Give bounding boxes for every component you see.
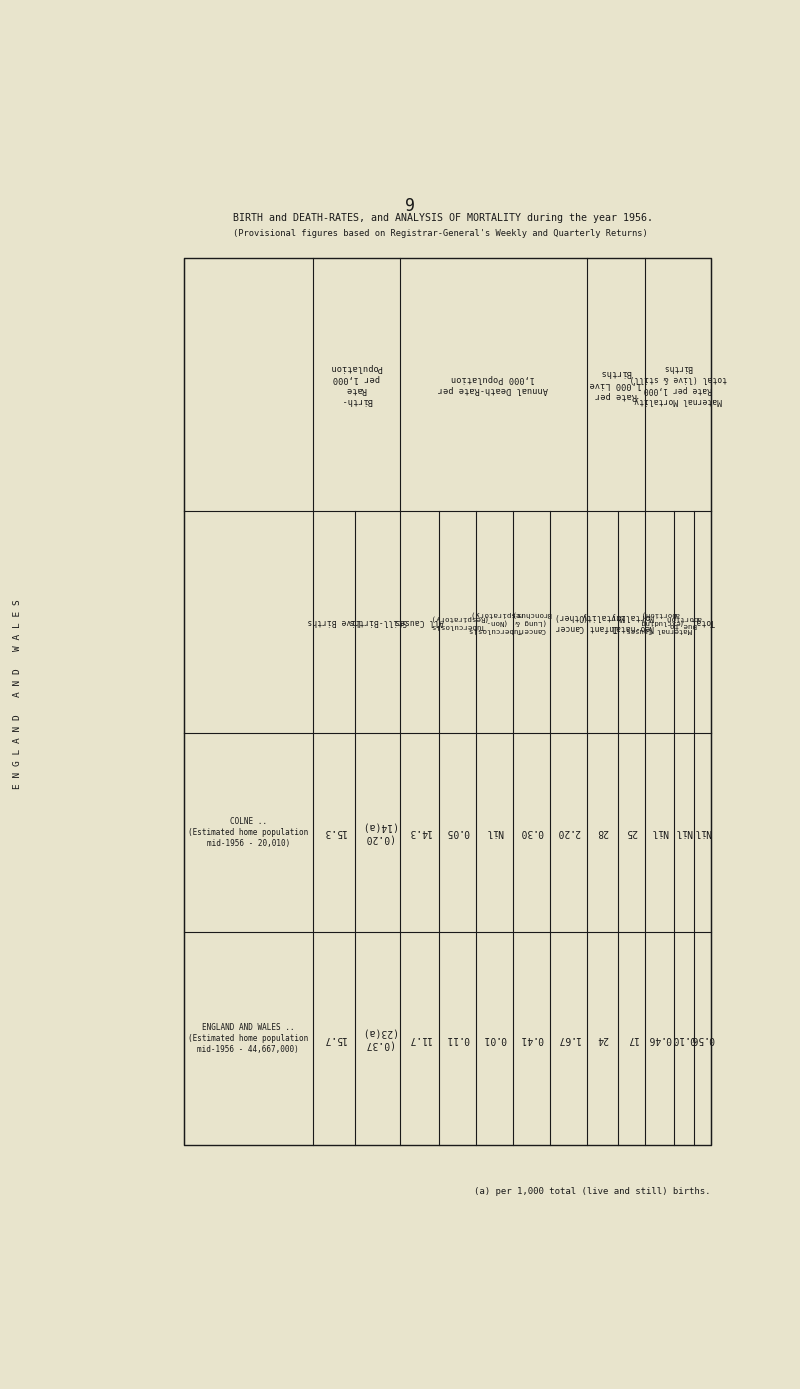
Text: 17: 17 bbox=[626, 1033, 638, 1043]
Text: 0.11: 0.11 bbox=[446, 1033, 470, 1043]
Text: 11.7: 11.7 bbox=[408, 1033, 431, 1043]
Text: 0.10: 0.10 bbox=[672, 1033, 695, 1043]
Text: (0.37
(23(a): (0.37 (23(a) bbox=[360, 1028, 395, 1050]
Text: Nil: Nil bbox=[650, 828, 668, 838]
Text: Cancer
(Other): Cancer (Other) bbox=[551, 611, 586, 632]
Text: Infant
Mortality: Infant Mortality bbox=[581, 611, 625, 632]
Text: 15.7: 15.7 bbox=[322, 1033, 346, 1043]
Text: All Causes: All Causes bbox=[395, 617, 444, 626]
Text: COLNE ..
(Estimated home population
mid-1956 - 20,010): COLNE .. (Estimated home population mid-… bbox=[188, 817, 308, 847]
Text: Maternal Mortality
Rate per 1,000
total (live & still)
Births: Maternal Mortality Rate per 1,000 total … bbox=[629, 363, 726, 406]
Text: Annual Death-Rate per
1,000 Population: Annual Death-Rate per 1,000 Population bbox=[438, 374, 549, 394]
Text: Tuberculosis
(Non-
respiratory): Tuberculosis (Non- respiratory) bbox=[468, 611, 522, 632]
Text: Tuberculosis
(Respiratory): Tuberculosis (Respiratory) bbox=[429, 614, 487, 629]
Text: Live Births: Live Births bbox=[307, 617, 361, 626]
Text: 25: 25 bbox=[626, 828, 638, 838]
Text: 24: 24 bbox=[597, 1033, 609, 1043]
Text: Nil: Nil bbox=[486, 828, 503, 838]
Text: Due to
abortion: Due to abortion bbox=[666, 615, 702, 628]
Text: Maternal Causes
(excluding
abortion): Maternal Causes (excluding abortion) bbox=[626, 611, 692, 632]
Text: Nil: Nil bbox=[694, 828, 711, 838]
Text: 14.3: 14.3 bbox=[408, 828, 431, 838]
Text: 0.05: 0.05 bbox=[446, 828, 470, 838]
Text: Birth-
Rate
per 1,000
Population: Birth- Rate per 1,000 Population bbox=[330, 363, 382, 406]
Bar bbox=[184, 257, 710, 1146]
Text: 0.41: 0.41 bbox=[520, 1033, 543, 1043]
Text: (Provisional figures based on Registrar-General's Weekly and Quarterly Returns): (Provisional figures based on Registrar-… bbox=[234, 229, 648, 238]
Text: Cancer
(Lung &
Bronchus): Cancer (Lung & Bronchus) bbox=[511, 611, 552, 632]
Text: 0.46: 0.46 bbox=[647, 1033, 671, 1043]
Text: 0.56: 0.56 bbox=[690, 1033, 714, 1043]
Text: (0.20
(14(a): (0.20 (14(a) bbox=[360, 821, 395, 843]
Text: 1.67: 1.67 bbox=[557, 1033, 580, 1043]
Text: 0.30: 0.30 bbox=[520, 828, 543, 838]
Text: ENGLAND AND WALES ..
(Estimated home population
mid-1956 - 44,667,000): ENGLAND AND WALES .. (Estimated home pop… bbox=[188, 1024, 308, 1054]
Text: Total: Total bbox=[690, 617, 714, 626]
Text: Still-Births: Still-Births bbox=[348, 617, 406, 626]
Text: 2.20: 2.20 bbox=[557, 828, 580, 838]
Text: 15.3: 15.3 bbox=[322, 828, 346, 838]
Text: E N G L A N D   A N D   W A L E S: E N G L A N D A N D W A L E S bbox=[13, 600, 22, 789]
Text: Neo-natal
Mortality: Neo-natal Mortality bbox=[610, 611, 654, 632]
Text: 28: 28 bbox=[597, 828, 609, 838]
Text: Rate per
1,000 Live
Births: Rate per 1,000 Live Births bbox=[590, 368, 642, 400]
Text: Nil: Nil bbox=[675, 828, 693, 838]
Text: 0.01: 0.01 bbox=[483, 1033, 506, 1043]
Text: 9: 9 bbox=[405, 197, 415, 215]
Text: BIRTH and DEATH-RATES, and ANALYSIS OF MORTALITY during the year 1956.: BIRTH and DEATH-RATES, and ANALYSIS OF M… bbox=[234, 213, 654, 222]
Text: (a) per 1,000 total (live and still) births.: (a) per 1,000 total (live and still) bir… bbox=[474, 1186, 710, 1196]
